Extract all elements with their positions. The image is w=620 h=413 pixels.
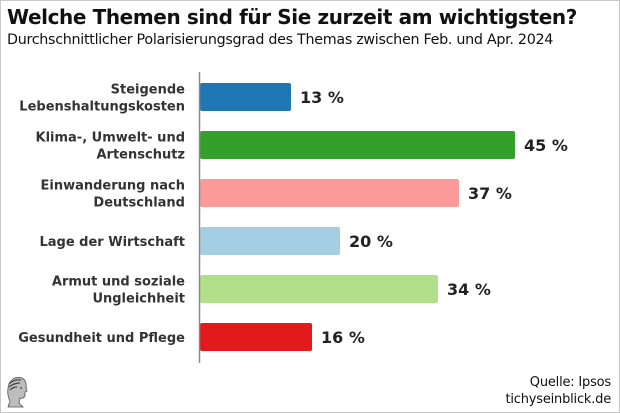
- source-credit: Quelle: Ipsos tichyseinblick.de: [505, 374, 611, 408]
- classical-head-logo-icon: [7, 377, 28, 408]
- chart-title: Welche Themen sind für Sie zurzeit am wi…: [7, 5, 577, 29]
- category-label-2: Einwanderung nach Deutschland: [41, 179, 186, 211]
- category-label-0: Steigende Lebenshaltungskosten: [19, 83, 185, 115]
- value-label-3: 20 %: [349, 232, 393, 251]
- category-label-4: Armut und soziale Ungleichheit: [52, 275, 185, 307]
- value-label-1: 45 %: [524, 136, 568, 155]
- chart-subtitle: Durchschnittlicher Polarisierungsgrad de…: [7, 32, 554, 48]
- bar-2: [200, 179, 459, 207]
- value-label-5: 16 %: [321, 328, 365, 347]
- site-label: tichyseinblick.de: [505, 392, 611, 407]
- value-label-4: 34 %: [447, 280, 491, 299]
- bar-1: [200, 131, 515, 159]
- category-label-5: Gesundheit und Pflege: [18, 331, 185, 346]
- bar-4: [200, 275, 438, 303]
- bar-3: [200, 227, 340, 255]
- value-label-2: 37 %: [468, 184, 512, 203]
- value-label-0: 13 %: [300, 88, 344, 107]
- category-label-3: Lage der Wirtschaft: [39, 235, 185, 250]
- bar-5: [200, 323, 312, 351]
- source-label: Quelle: Ipsos: [529, 375, 611, 390]
- bar-0: [200, 83, 291, 111]
- category-label-1: Klima-, Umwelt- und Artenschutz: [36, 131, 186, 163]
